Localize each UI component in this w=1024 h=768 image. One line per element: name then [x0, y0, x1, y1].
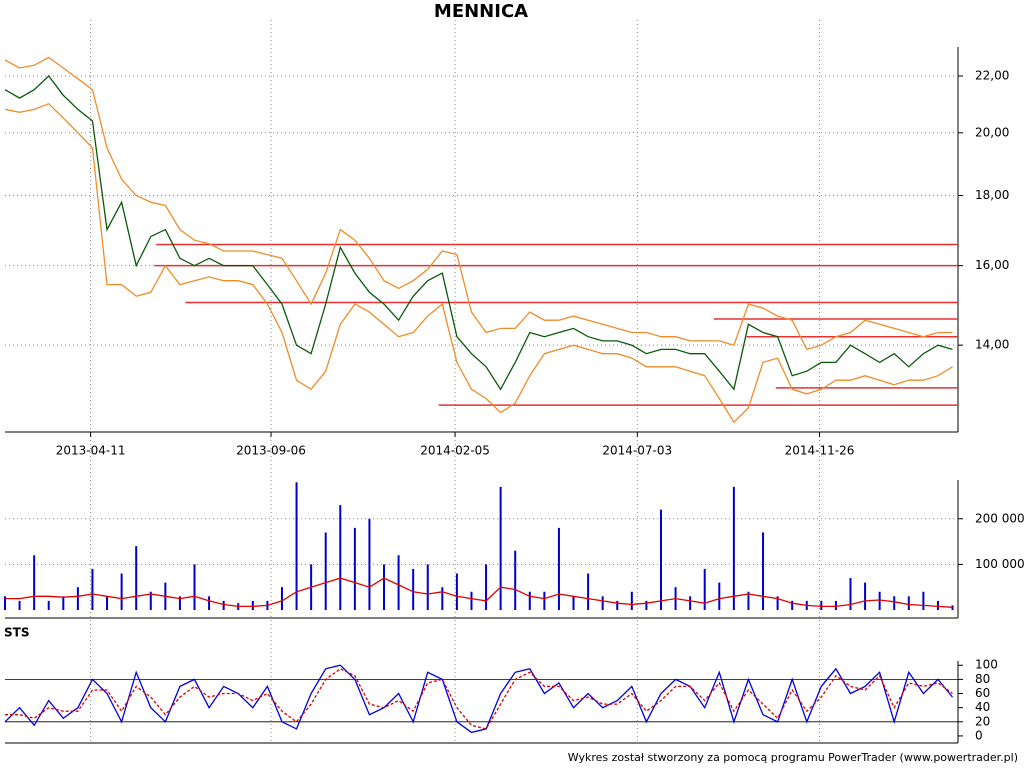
- volume-bar: [703, 568, 706, 610]
- y-tick-label: 18,00: [975, 188, 1009, 202]
- volume-bar: [834, 600, 837, 610]
- volume-bar: [47, 600, 50, 610]
- volume-bar: [689, 596, 692, 610]
- volume-bar: [528, 591, 531, 610]
- volume-bar: [149, 591, 152, 610]
- volume-bar: [135, 546, 138, 610]
- volume-bar: [324, 532, 327, 610]
- volume-bar: [864, 582, 867, 610]
- volume-bar: [470, 591, 473, 610]
- y-tick-label: 20,00: [975, 125, 1009, 139]
- volume-bar: [18, 600, 21, 610]
- volume-bar: [936, 600, 939, 610]
- volume-bar: [893, 596, 896, 610]
- band-line: [4, 56, 953, 351]
- volume-bar: [587, 573, 590, 610]
- y-tick-label: 20: [975, 714, 990, 728]
- volume-bar: [499, 486, 502, 610]
- volume-bar: [412, 568, 415, 610]
- volume-bar: [339, 505, 342, 610]
- volume-bar: [178, 596, 181, 610]
- x-tick-label: 2013-04-11: [56, 444, 126, 458]
- volume-bar: [718, 582, 721, 610]
- y-tick-label: 60: [975, 686, 990, 700]
- volume-bar: [4, 596, 6, 610]
- volume-bar: [849, 578, 852, 610]
- volume-average-line: [5, 577, 953, 608]
- y-tick-label: 16,00: [975, 258, 1009, 272]
- x-tick-label: 2014-11-26: [785, 444, 855, 458]
- volume-bar: [222, 600, 225, 610]
- volume-bar: [922, 591, 925, 610]
- footer: Wykres został stworzony za pomocą progra…: [568, 751, 1018, 764]
- volume-bar: [62, 596, 65, 610]
- y-tick-label: 14,00: [975, 338, 1009, 352]
- x-tick-label: 2014-02-05: [420, 444, 490, 458]
- volume-bar: [543, 591, 546, 610]
- volume-bar: [383, 564, 386, 610]
- y-tick-label: 0: [975, 728, 983, 742]
- y-tick-label: 100: [975, 658, 998, 672]
- volume-bar: [106, 596, 109, 610]
- chart-title: MENNICA: [434, 1, 528, 22]
- band-line: [4, 102, 953, 424]
- volume-bar: [762, 532, 765, 610]
- y-tick-label: 80: [975, 672, 990, 686]
- volume-bar: [951, 605, 954, 610]
- volume-bar: [91, 568, 94, 610]
- volume-bar: [295, 482, 298, 610]
- y-tick-label: 200 000: [975, 511, 1024, 525]
- panel-title: STS: [4, 626, 29, 640]
- volume-bar: [557, 527, 560, 610]
- volume-bar: [353, 527, 356, 610]
- volume-bar: [776, 596, 779, 610]
- volume-bar: [426, 564, 429, 610]
- volume-bar: [368, 518, 371, 610]
- volume-bar: [616, 600, 619, 610]
- volume-bar: [747, 591, 750, 610]
- volume-bar: [441, 587, 444, 610]
- oscillator-line: [5, 668, 953, 730]
- volume-bar: [732, 486, 735, 610]
- volume-bar: [630, 591, 633, 610]
- volume-bar: [397, 555, 400, 610]
- y-tick-label: 22,00: [975, 69, 1009, 83]
- volume-bar: [514, 550, 517, 610]
- volume-bar: [193, 564, 196, 610]
- price-line: [4, 75, 953, 391]
- volume-bar: [645, 600, 648, 610]
- volume-bar: [455, 573, 458, 610]
- volume-bar: [208, 596, 211, 610]
- volume-bar: [907, 596, 910, 610]
- volume-bar: [659, 509, 662, 610]
- volume-bar: [76, 587, 79, 610]
- volume-bar: [280, 587, 283, 610]
- oscillator-line: [4, 664, 954, 734]
- y-tick-label: 40: [975, 700, 990, 714]
- volume-bar: [878, 591, 881, 610]
- volume-bar: [572, 596, 575, 610]
- volume-bar: [601, 596, 604, 610]
- volume-bar: [120, 573, 123, 610]
- y-tick-label: 100 000: [975, 557, 1024, 571]
- x-tick-label: 2013-09-06: [236, 444, 306, 458]
- volume-bar: [33, 555, 36, 610]
- volume-bar: [251, 600, 254, 610]
- volume-bar: [791, 600, 794, 610]
- x-tick-label: 2014-07-03: [602, 444, 672, 458]
- volume-bar: [820, 600, 823, 610]
- volume-bar: [485, 564, 488, 610]
